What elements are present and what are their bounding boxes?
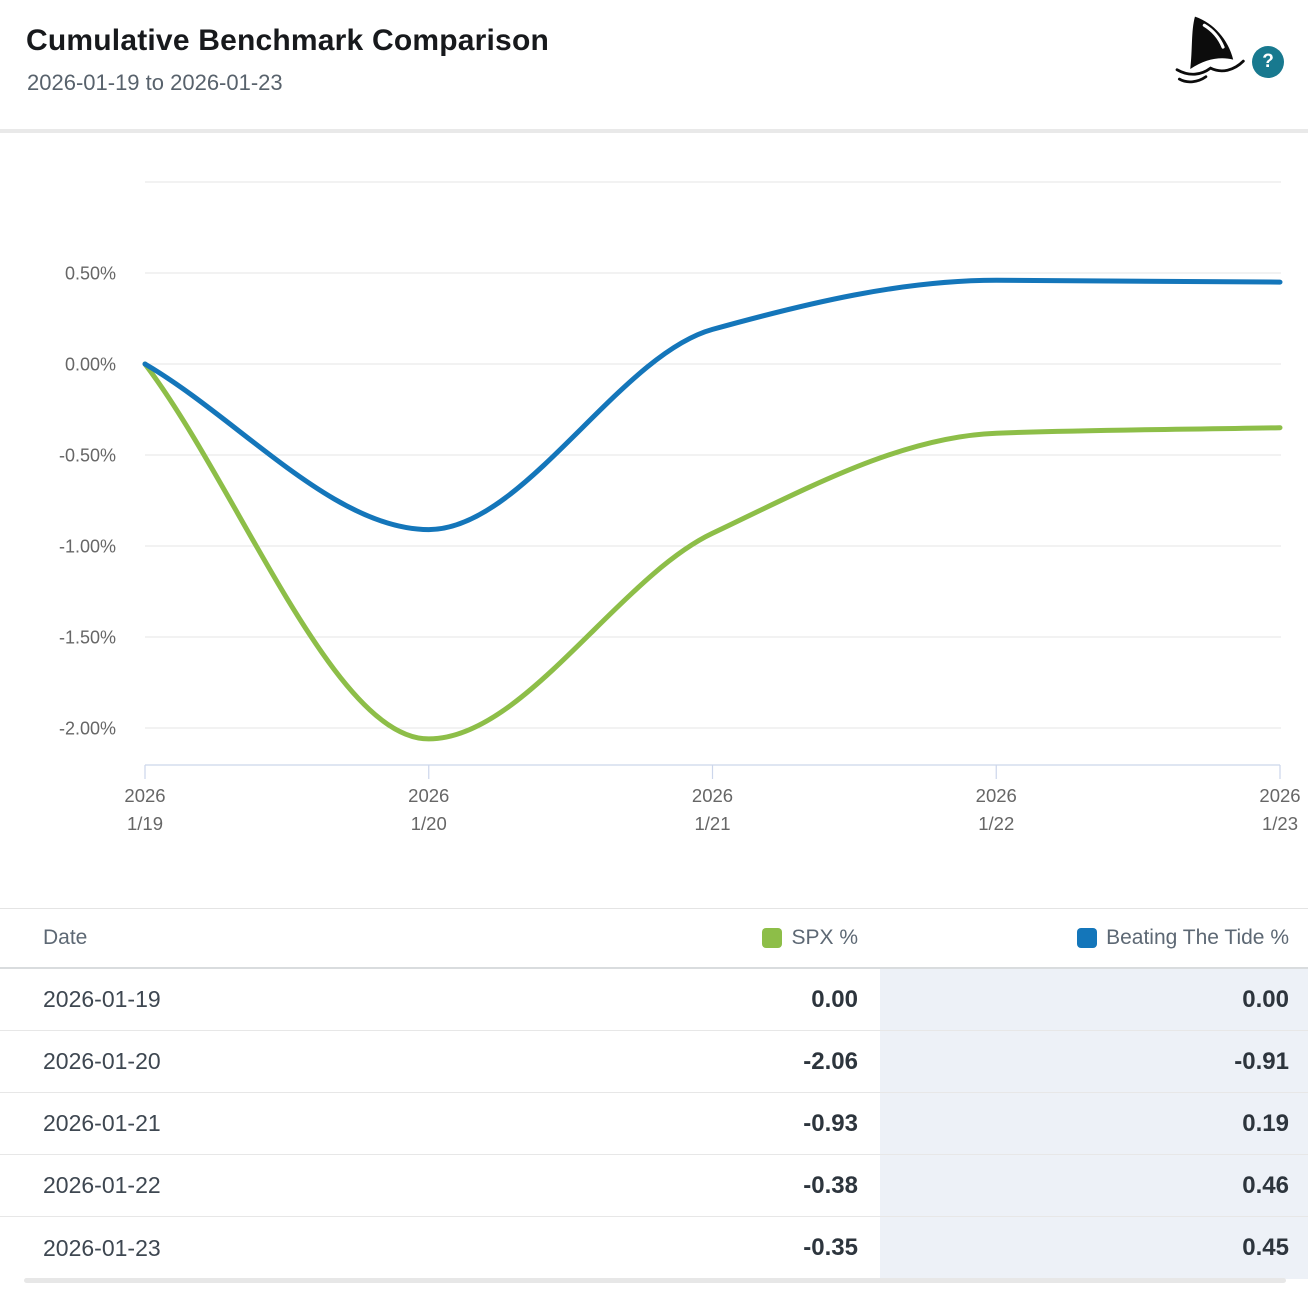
- table-row: 2026-01-22 -0.38 0.46: [0, 1155, 1308, 1217]
- y-axis-tick-label: -1.50%: [59, 628, 116, 648]
- tide-value-cell: -0.91: [880, 1031, 1308, 1092]
- spx-value-cell: 0.00: [811, 985, 858, 1013]
- x-axis-tick-label: 2026 1/20: [408, 785, 449, 834]
- tide-value-cell: 0.00: [880, 969, 1308, 1030]
- table-row: 2026-01-20 -2.06 -0.91: [0, 1031, 1308, 1093]
- question-mark-icon: ?: [1262, 51, 1274, 72]
- legend-spx[interactable]: SPX %: [580, 926, 880, 950]
- y-axis-tick-label: -2.00%: [59, 719, 116, 739]
- date-range-subtitle: 2026-01-19 to 2026-01-23: [27, 70, 283, 95]
- date-cell: 2026-01-22: [43, 1172, 161, 1198]
- x-axis-tick-label: 2026 1/23: [1259, 785, 1300, 834]
- shark-fin-logo-icon: [1175, 16, 1245, 84]
- header-divider: [0, 129, 1308, 133]
- x-axis-tick-label: 2026 1/19: [124, 785, 165, 834]
- column-header-date: Date: [43, 926, 88, 949]
- table-row: 2026-01-21 -0.93 0.19: [0, 1093, 1308, 1155]
- spx-legend-swatch-icon: [762, 928, 783, 948]
- spx-series-line[interactable]: [142, 361, 1283, 742]
- legend-tide-label: Beating The Tide %: [1106, 926, 1289, 949]
- x-axis-tick-label: 2026 1/22: [976, 785, 1017, 834]
- date-cell: 2026-01-19: [43, 986, 161, 1012]
- x-axis-tick-label: 2026 1/21: [692, 785, 733, 834]
- spx-value-cell: -2.06: [803, 1047, 858, 1075]
- y-axis-tick-label: -1.00%: [59, 537, 116, 557]
- tide-series-line[interactable]: [142, 277, 1283, 533]
- date-cell: 2026-01-21: [43, 1110, 161, 1136]
- tide-value-cell: 0.45: [880, 1217, 1308, 1279]
- legend-beating-the-tide[interactable]: Beating The Tide %: [880, 926, 1308, 950]
- tide-value-cell: 0.46: [880, 1155, 1308, 1216]
- date-cell: 2026-01-20: [43, 1048, 161, 1074]
- spx-value-cell: -0.93: [803, 1109, 858, 1137]
- page-title: Cumulative Benchmark Comparison: [26, 24, 549, 57]
- y-axis-tick-label: -0.50%: [59, 446, 116, 466]
- table-header-row: Date SPX % Beating The Tide %: [0, 908, 1308, 969]
- spx-value-cell: -0.35: [803, 1234, 858, 1261]
- help-button[interactable]: ?: [1252, 46, 1284, 78]
- bottom-divider: [24, 1278, 1286, 1283]
- spx-value-cell: -0.38: [803, 1171, 858, 1199]
- y-axis-tick-label: 0.50%: [65, 264, 116, 284]
- date-cell: 2026-01-23: [43, 1234, 161, 1261]
- table-row: 2026-01-19 0.00 0.00: [0, 969, 1308, 1031]
- y-axis-tick-label: 0.00%: [65, 355, 116, 375]
- table-row: 2026-01-23 -0.35 0.45: [0, 1217, 1308, 1279]
- tide-value-cell: 0.19: [880, 1093, 1308, 1154]
- legend-spx-label: SPX %: [791, 926, 858, 949]
- benchmark-table: Date SPX % Beating The Tide % 2026-01-19…: [0, 908, 1308, 1279]
- tide-legend-swatch-icon: [1077, 928, 1098, 948]
- cumulative-benchmark-chart[interactable]: 0.50% 0.00% -0.50% -1.00% -1.50% -2.00% 2026 1/…: [0, 0, 1308, 908]
